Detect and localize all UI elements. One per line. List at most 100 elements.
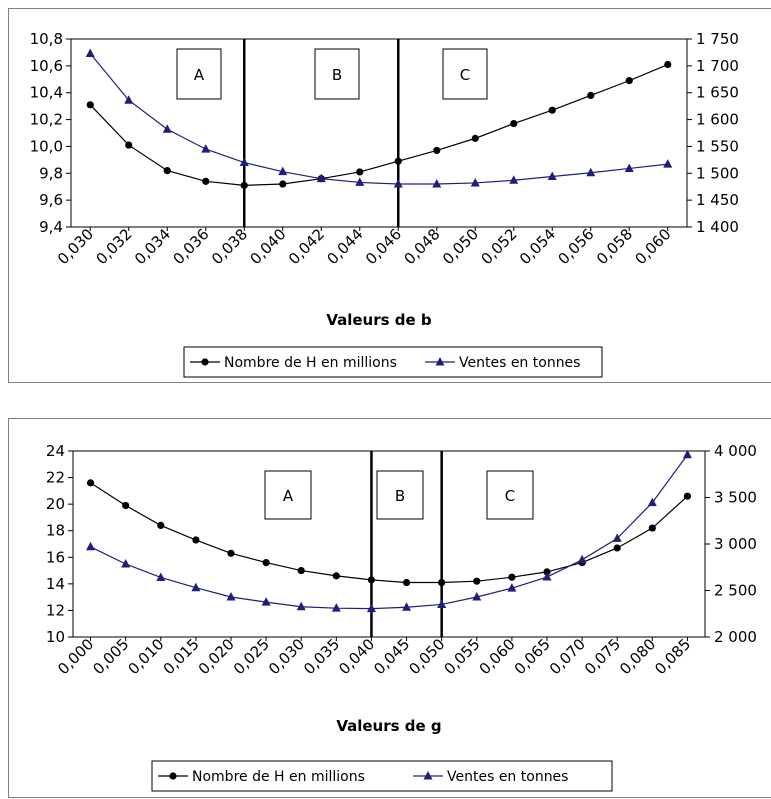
x-tick-label: 0,080 — [616, 635, 659, 678]
x-tick-label: 0,036 — [169, 225, 212, 268]
x-tick-label: 0,056 — [554, 225, 597, 268]
series-point-1 — [682, 449, 692, 459]
x-axis-label: Valeurs de b — [326, 311, 432, 329]
x-tick-label: 0,060 — [476, 635, 519, 678]
series-point-1 — [121, 558, 131, 568]
series-point-1 — [162, 124, 172, 133]
right-tick-label: 1 550 — [696, 137, 739, 155]
series-point-0 — [473, 577, 481, 585]
region-label: B — [332, 66, 342, 84]
x-tick-label: 0,070 — [546, 635, 589, 678]
x-tick-label: 0,054 — [516, 225, 559, 268]
series-point-1 — [612, 533, 622, 542]
left-tick-label: 14 — [46, 575, 65, 593]
right-tick-label: 1 600 — [696, 111, 739, 129]
region-label: B — [395, 487, 405, 505]
x-axis-label: Valeurs de g — [336, 717, 441, 735]
series-point-0 — [297, 566, 305, 575]
series-point-0 — [356, 168, 364, 176]
left-tick-label: 20 — [46, 495, 65, 513]
left-tick-label: 10,6 — [30, 57, 63, 75]
right-tick-label: 4 000 — [714, 442, 757, 460]
series-point-0 — [202, 177, 210, 185]
series-point-1 — [201, 144, 211, 153]
series-point-0 — [402, 578, 411, 587]
x-tick-label: 0,058 — [593, 225, 636, 268]
x-tick-label: 0,050 — [405, 635, 448, 678]
legend-marker-1 — [435, 357, 445, 366]
series-point-0 — [394, 157, 402, 165]
left-tick-label: 22 — [46, 469, 65, 487]
right-tick-label: 1 500 — [696, 164, 739, 182]
x-tick-label: 0,030 — [265, 635, 308, 678]
region-box — [314, 48, 360, 100]
right-tick-label: 3 000 — [714, 535, 757, 553]
left-tick-label: 10 — [46, 628, 65, 646]
series-point-0 — [508, 573, 516, 581]
x-tick-label: 0,020 — [195, 635, 238, 678]
series-point-1 — [577, 554, 587, 564]
series-point-0 — [86, 101, 94, 109]
series-point-0 — [648, 524, 656, 532]
series-point-0 — [471, 134, 479, 142]
series-point-1 — [647, 497, 657, 507]
series-point-1 — [472, 592, 482, 601]
right-tick-label: 1 650 — [696, 84, 739, 102]
left-tick-label: 10,2 — [30, 111, 63, 129]
series-point-1 — [393, 179, 403, 188]
x-tick-label: 0,052 — [477, 225, 520, 268]
series-point-0 — [86, 479, 95, 487]
series-point-1 — [509, 175, 519, 184]
left-tick-label: 18 — [46, 522, 65, 540]
legend-label-1: Ventes en tonnes — [447, 769, 568, 785]
legend-marker-0 — [201, 358, 209, 366]
chart-panel-b: 9,4 9,6 9,8 10,0 10,2 10,4 10,6 10,8 1 400 1 450 1… — [8, 8, 771, 383]
series-point-0 — [262, 559, 270, 567]
series-point-1 — [296, 601, 306, 611]
series-point-1 — [85, 48, 95, 58]
series-point-1 — [124, 95, 134, 104]
x-tick-label: 0,060 — [631, 225, 674, 268]
series-line-1 — [89, 53, 668, 185]
x-tick-label: 0,075 — [581, 635, 624, 678]
region-box — [376, 470, 424, 520]
left-tick-label: 12 — [46, 601, 65, 619]
series-point-0 — [332, 572, 340, 580]
series-point-0 — [543, 568, 551, 576]
series-point-0 — [510, 120, 518, 128]
x-tick-label: 0,050 — [439, 225, 482, 268]
series-point-1 — [507, 583, 517, 592]
right-tick-label: 2 500 — [714, 582, 757, 600]
series-point-0 — [548, 106, 556, 114]
series-point-0 — [192, 536, 200, 544]
x-tick-label: 0,048 — [400, 225, 443, 268]
region-label: A — [194, 66, 205, 84]
series-point-0 — [125, 141, 133, 149]
series-point-1 — [437, 599, 447, 608]
series-point-0 — [664, 60, 672, 69]
x-tick-label: 0,038 — [208, 225, 251, 268]
left-tick-label: 24 — [46, 442, 65, 460]
right-tick-label: 1 750 — [696, 30, 739, 48]
region-box — [176, 48, 222, 100]
series-point-0 — [433, 146, 441, 155]
right-tick-label: 1 450 — [696, 191, 739, 209]
left-tick-label: 10,8 — [30, 30, 63, 48]
series-point-1 — [156, 572, 166, 581]
x-tick-label: 0,005 — [89, 635, 132, 678]
x-tick-label: 0,040 — [246, 225, 289, 268]
left-tick-label: 10,4 — [30, 84, 63, 102]
right-tick-label: 3 500 — [714, 489, 757, 507]
series-point-1 — [586, 167, 596, 177]
x-tick-label: 0,025 — [230, 635, 273, 678]
x-tick-label: 0,015 — [160, 635, 203, 678]
legend-marker-0 — [169, 772, 177, 780]
left-tick-label: 9,6 — [39, 191, 63, 209]
series-point-1 — [191, 582, 201, 592]
region-box — [442, 48, 488, 100]
legend-box — [183, 346, 603, 378]
series-point-0 — [157, 521, 165, 529]
series-point-0 — [613, 544, 621, 552]
series-point-1 — [470, 177, 480, 187]
x-tick-label: 0,035 — [300, 635, 343, 678]
